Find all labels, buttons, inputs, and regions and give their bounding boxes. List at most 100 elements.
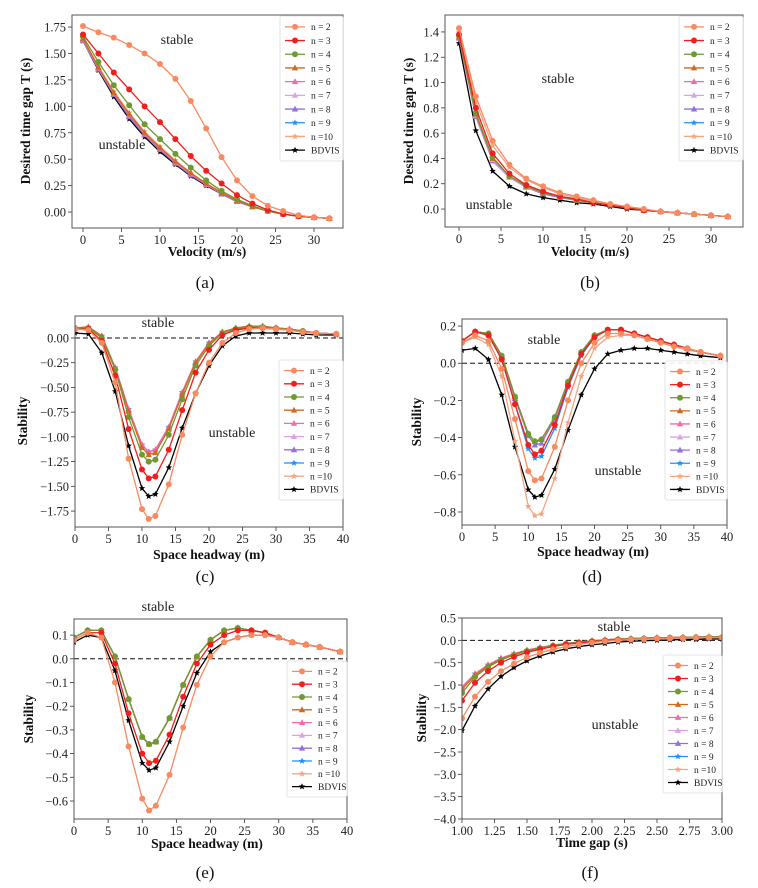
series-bdvis-point bbox=[462, 727, 466, 734]
series-bdvis-point bbox=[538, 491, 545, 498]
x-tick-label: 40 bbox=[341, 824, 354, 838]
x-axis-label: Time gap (s) bbox=[556, 835, 628, 850]
legend-marker-circle-icon bbox=[291, 394, 297, 400]
series-n2-point bbox=[95, 29, 102, 36]
x-tick-label: 10 bbox=[154, 233, 167, 247]
y-tick-label: 0.1 bbox=[52, 629, 68, 643]
series-n3-point bbox=[233, 192, 240, 199]
y-tick-label: −1.25 bbox=[40, 455, 69, 469]
series-n3-point bbox=[156, 119, 163, 126]
legend-marker-triangle-icon bbox=[291, 64, 299, 71]
series-n2-point bbox=[565, 397, 571, 404]
series-n4-point bbox=[125, 414, 132, 421]
series-n2-point bbox=[303, 641, 310, 648]
region-annotation-unstable: unstable bbox=[99, 138, 146, 153]
panel-label: (b) bbox=[580, 273, 600, 292]
legend-marker-star-icon bbox=[676, 486, 684, 493]
region-annotation-stable: stable bbox=[161, 33, 194, 48]
legend-item: n = 4 bbox=[292, 693, 338, 703]
series-bdvis-point bbox=[145, 492, 152, 499]
legend-label: n = 7 bbox=[694, 727, 714, 737]
series-n2-point bbox=[684, 345, 691, 352]
legend-marker-triangle-icon bbox=[290, 406, 298, 413]
series-n2-point bbox=[667, 635, 673, 642]
series-n4-point bbox=[192, 362, 199, 369]
series-n2-point bbox=[717, 352, 724, 359]
series-n2-point bbox=[192, 390, 199, 397]
y-tick-label: −0.6 bbox=[433, 468, 456, 482]
y-tick-label: −1.00 bbox=[40, 430, 69, 444]
legend-label: BDVIS bbox=[318, 783, 347, 793]
panel-label: (d) bbox=[582, 567, 602, 586]
series-n2-point bbox=[264, 202, 271, 209]
y-tick-label: −0.8 bbox=[433, 505, 456, 519]
x-tick-label: 30 bbox=[655, 530, 668, 544]
series-n3-point bbox=[125, 710, 132, 717]
y-tick-label: 0.6 bbox=[423, 127, 439, 141]
y-axis-label: Stability bbox=[414, 693, 429, 742]
series-n2-point bbox=[179, 431, 186, 438]
series-n2-point bbox=[326, 215, 333, 222]
legend-marker-star-icon bbox=[674, 779, 682, 786]
y-tick-label: 0.8 bbox=[423, 101, 439, 115]
series-n6-point bbox=[138, 441, 146, 448]
series-n2-point bbox=[607, 200, 614, 207]
series-n2-point bbox=[719, 634, 722, 641]
legend-item: n = 2 bbox=[285, 23, 331, 33]
series-n4-point bbox=[139, 734, 146, 741]
series-n2-point bbox=[462, 715, 465, 722]
series-n3-point bbox=[525, 442, 532, 449]
x-tick-label: 0 bbox=[80, 233, 86, 247]
series-n3-point bbox=[462, 697, 465, 704]
series-bdvis-point bbox=[523, 657, 531, 664]
x-tick-label: 5 bbox=[498, 232, 504, 246]
legend-item: n = 5 bbox=[285, 64, 331, 74]
legend-label: n = 7 bbox=[696, 433, 716, 443]
series-n2-point bbox=[207, 653, 214, 660]
legend-label: n = 5 bbox=[696, 407, 716, 417]
legend-item: n =10 bbox=[670, 473, 718, 483]
legend-marker-circle-icon bbox=[292, 37, 298, 44]
series-n2-point bbox=[498, 668, 504, 675]
series-n2-point bbox=[550, 646, 556, 653]
y-tick-label: 1.75 bbox=[44, 21, 66, 35]
legend-label: n = 6 bbox=[710, 78, 730, 88]
legend-label: n = 9 bbox=[696, 460, 716, 470]
legend-marker-triangle-icon bbox=[291, 105, 299, 112]
legend-label: n = 7 bbox=[310, 433, 330, 443]
series-n3-point bbox=[179, 407, 186, 414]
series-n2-point bbox=[680, 635, 686, 642]
series-bdvis-point bbox=[193, 669, 201, 676]
series-bdvis-point bbox=[604, 350, 611, 357]
series-n2-point bbox=[125, 455, 132, 462]
legend-marker-triangle-icon bbox=[690, 105, 698, 112]
legend-marker-triangle-icon bbox=[298, 706, 306, 713]
series-n3-point bbox=[264, 206, 271, 213]
legend-item: n = 4 bbox=[284, 393, 330, 403]
chart-panel-d: 0 5 10 15 20 25 30 35 40 −0.8 −0.6 −0.4 −0.2 0.0 0.2 st… bbox=[409, 318, 733, 586]
legend-label: n = 8 bbox=[310, 446, 330, 456]
x-tick-label: 25 bbox=[236, 532, 249, 546]
series-n2-point bbox=[506, 161, 513, 168]
series-bdvis-point bbox=[684, 350, 691, 357]
legend-item: n = 6 bbox=[284, 420, 330, 430]
series-n2-point bbox=[286, 327, 293, 334]
series-n3-point bbox=[221, 632, 228, 639]
series-n2-point bbox=[462, 339, 465, 346]
series-n2-point bbox=[152, 802, 159, 809]
legend-label: n = 3 bbox=[694, 675, 714, 685]
series-n2-point bbox=[512, 416, 518, 423]
series-n3-point bbox=[248, 627, 255, 634]
series-n3-point bbox=[565, 382, 571, 389]
series-bdvis-point bbox=[462, 346, 466, 353]
legend-label: n = 7 bbox=[318, 732, 338, 742]
legend-item: BDVIS bbox=[292, 783, 347, 793]
legend-marker-circle-icon bbox=[299, 681, 305, 688]
legend-marker-circle-icon bbox=[291, 367, 297, 374]
series-n2-point bbox=[193, 681, 200, 688]
series-bdvis-point bbox=[525, 486, 532, 493]
legend-item: n = 7 bbox=[284, 433, 330, 443]
series-bdvis-point bbox=[75, 329, 79, 336]
x-tick-label: 3.00 bbox=[711, 824, 733, 838]
series-bdvis-point bbox=[165, 464, 173, 471]
